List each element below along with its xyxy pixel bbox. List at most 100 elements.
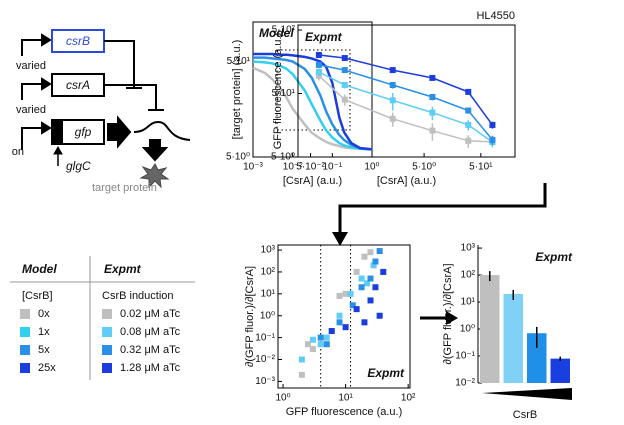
marker bbox=[341, 82, 348, 89]
marker bbox=[429, 109, 436, 116]
y-tick-label: 5·10² bbox=[272, 25, 296, 36]
gene-label: csrB bbox=[66, 34, 90, 48]
repression bbox=[104, 84, 164, 111]
legend-label: 1.28 μM aTc bbox=[120, 362, 181, 374]
point bbox=[372, 284, 379, 291]
bar bbox=[480, 275, 500, 383]
y-tick-label: 10⁻² bbox=[455, 378, 475, 389]
point bbox=[342, 324, 349, 331]
y-tick-label: 5·10¹ bbox=[272, 88, 296, 99]
gradient-wedge bbox=[482, 388, 572, 400]
arrowhead bbox=[41, 77, 52, 91]
legend-label: 0.02 μM aTc bbox=[120, 308, 181, 320]
mrna bbox=[133, 120, 191, 141]
y-tick-label: 10³ bbox=[261, 245, 276, 256]
table-lines bbox=[10, 256, 195, 380]
point bbox=[317, 334, 324, 341]
marker bbox=[341, 55, 348, 62]
legend-label: 0.32 μM aTc bbox=[120, 344, 181, 356]
input-label: on bbox=[12, 146, 24, 158]
legend-swatch bbox=[102, 363, 112, 373]
gene-diagram bbox=[21, 29, 191, 189]
chart-title: Expmt bbox=[367, 366, 405, 380]
point bbox=[317, 341, 324, 348]
y-tick-label: 10⁰ bbox=[460, 324, 475, 335]
x-tick-label: 10⁻¹ bbox=[322, 162, 342, 173]
y-tick-label: 10⁻¹ bbox=[255, 332, 275, 343]
bar bbox=[550, 358, 570, 383]
point bbox=[304, 341, 311, 348]
point bbox=[376, 312, 383, 319]
point bbox=[349, 302, 356, 309]
point bbox=[367, 249, 374, 256]
legend-swatch bbox=[102, 327, 112, 337]
x-tick-label: 5·10⁰ bbox=[412, 162, 436, 173]
repression bbox=[104, 40, 142, 89]
y-tick-label: 10⁻¹ bbox=[455, 351, 475, 362]
point bbox=[364, 280, 371, 287]
y-tick-label: 10¹ bbox=[261, 288, 276, 299]
marker bbox=[341, 67, 348, 74]
point bbox=[370, 262, 377, 269]
y-tick-label: 5·10¹ bbox=[227, 56, 251, 67]
marker bbox=[315, 61, 322, 68]
arrowhead bbox=[332, 232, 348, 246]
x-tick-label: 10¹ bbox=[338, 393, 353, 404]
input-label: varied bbox=[16, 60, 46, 72]
legend-swatch bbox=[102, 345, 112, 355]
rbs bbox=[51, 119, 63, 145]
y-tick-label: 10⁻² bbox=[255, 354, 275, 365]
y-tick-label: 10² bbox=[261, 267, 276, 278]
gene-label: gfp bbox=[75, 125, 92, 139]
plot-frame bbox=[297, 24, 516, 158]
point bbox=[323, 334, 330, 341]
x-tick-label: 10⁰ bbox=[275, 393, 290, 404]
legend-swatch bbox=[20, 309, 30, 319]
arrowhead bbox=[446, 311, 458, 325]
arrowhead bbox=[41, 121, 52, 135]
point bbox=[358, 275, 365, 282]
table-header: Expmt bbox=[104, 262, 142, 276]
protein-burst bbox=[139, 163, 170, 189]
promoter-arrow bbox=[21, 127, 44, 150]
y-tick-label: 10² bbox=[461, 270, 476, 281]
legend-label: 1x bbox=[38, 326, 50, 338]
y-axis-label: ∂(GFP fluor.)/∂[CsrA] bbox=[244, 266, 256, 367]
y-axis-label: ∂(GFP fluor.)/∂[CsrA] bbox=[442, 263, 454, 364]
point bbox=[309, 336, 316, 343]
flow-arrow bbox=[338, 183, 547, 234]
marker bbox=[429, 74, 436, 81]
legend-label: 0.08 μM aTc bbox=[120, 326, 181, 338]
point bbox=[353, 306, 360, 313]
legend-label: 5x bbox=[38, 344, 50, 356]
x-axis-label: [CsrA] (a.u.) bbox=[283, 175, 342, 187]
marker bbox=[465, 121, 472, 128]
series-line bbox=[253, 56, 373, 151]
y-tick-label: 5·10⁰ bbox=[226, 152, 250, 163]
x-tick-label: 5·10⁻² bbox=[296, 162, 325, 173]
point bbox=[353, 268, 360, 275]
chart-title: Model bbox=[259, 26, 294, 40]
series-line bbox=[253, 52, 373, 151]
marker bbox=[489, 136, 496, 143]
x-axis-label: GFP fluorescence (a.u.) bbox=[286, 406, 403, 418]
marker bbox=[429, 127, 436, 134]
point bbox=[358, 284, 365, 291]
point bbox=[336, 292, 343, 299]
legend-swatch bbox=[20, 327, 30, 337]
x-tick-label: 10² bbox=[401, 393, 416, 404]
chart-title: Expmt bbox=[305, 30, 343, 44]
x-axis-label: [CsrA] (a.u.) bbox=[377, 175, 436, 187]
legend-label: 25x bbox=[38, 362, 56, 374]
point bbox=[347, 290, 354, 297]
marker bbox=[465, 137, 472, 144]
series-line bbox=[252, 66, 373, 151]
arrow bbox=[107, 115, 132, 149]
y-tick-label: 10⁰ bbox=[260, 310, 275, 321]
x-tick-label: 10⁻³ bbox=[243, 162, 263, 173]
plot-frame bbox=[277, 244, 411, 389]
marker bbox=[389, 97, 396, 104]
bar bbox=[527, 333, 547, 383]
point bbox=[380, 268, 387, 275]
point bbox=[323, 341, 330, 348]
